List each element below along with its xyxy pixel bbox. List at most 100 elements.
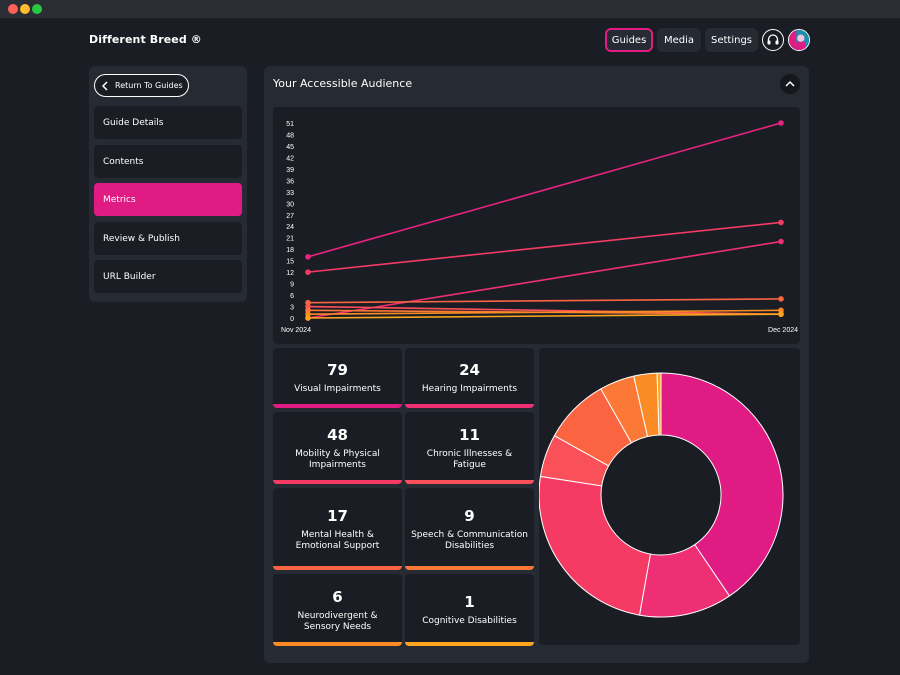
stat-value: 9: [464, 506, 475, 525]
stat-color-bar: [405, 566, 534, 570]
stat-color-bar: [405, 642, 534, 646]
x-tick-label: Nov 2024: [281, 327, 311, 334]
stat-label: Mobility & Physical Impairments: [295, 448, 380, 470]
data-point[interactable]: [778, 238, 784, 245]
stat-card-mental-health: 17 Mental Health & Emotional Support: [273, 488, 402, 570]
stat-label: Visual Impairments: [294, 384, 381, 394]
y-tick-label: 21: [286, 236, 294, 243]
series-line: [307, 313, 782, 319]
sidebar-item-label: Review & Publish: [103, 233, 180, 244]
y-tick-label: 39: [286, 167, 294, 174]
nav-media-button[interactable]: Media: [657, 28, 701, 52]
stat-value: 11: [459, 425, 480, 444]
sidebar-item-guide-details[interactable]: Guide Details: [94, 106, 242, 139]
chevron-left-icon: [101, 80, 108, 91]
data-point[interactable]: [778, 296, 784, 302]
stat-label: Hearing Impairments: [421, 384, 518, 394]
stat-value: 79: [327, 361, 348, 379]
stat-color-bar: [405, 404, 534, 408]
y-tick-label: 36: [286, 178, 294, 185]
y-tick-label: 51: [286, 121, 294, 128]
y-tick-label: 33: [286, 190, 294, 197]
sidebar-item-label: Guide Details: [103, 117, 164, 128]
y-tick-label: 45: [286, 144, 294, 151]
donut-chart-card: [538, 348, 800, 645]
avatar-image-icon: [789, 30, 809, 50]
stat-label: Neurodivergent & Sensory Needs: [297, 610, 378, 632]
stat-value: 1: [464, 593, 475, 611]
data-point[interactable]: [305, 299, 311, 306]
donut-slice[interactable]: [538, 475, 652, 616]
stat-label: Speech & Communication Disabilities: [411, 529, 528, 551]
stat-card-speech: 9 Speech & Communication Disabilities: [405, 488, 534, 570]
series-line: [307, 298, 782, 304]
return-to-guides-label: Return To Guides: [115, 81, 183, 90]
series-line: [307, 240, 782, 319]
support-button[interactable]: [762, 29, 784, 51]
y-tick-label: 3: [290, 305, 294, 312]
stat-value: 6: [332, 587, 343, 606]
data-point[interactable]: [778, 219, 784, 226]
line-chart-card: 0 3 6 9 12 15 18 21 24 27 30 33 36 39 42 45 48 51 Nov 2024…: [273, 107, 800, 344]
collapse-panel-button[interactable]: [780, 74, 800, 94]
stat-label: Chronic Illnesses & Fatigue: [426, 448, 513, 470]
y-tick-label: 9: [290, 282, 294, 289]
brand-logo[interactable]: Different Breed ®: [89, 33, 202, 46]
sidebar-item-url-builder[interactable]: URL Builder: [94, 260, 242, 293]
stat-color-bar: [273, 404, 402, 408]
donut-slice[interactable]: [660, 372, 784, 597]
sidebar-item-review-publish[interactable]: Review & Publish: [94, 222, 242, 255]
data-point[interactable]: [778, 120, 784, 126]
return-to-guides-button[interactable]: Return To Guides: [94, 74, 189, 97]
nav-media-label: Media: [663, 34, 695, 46]
window-titlebar: [0, 0, 900, 18]
stat-card-mobility: 48 Mobility & Physical Impairments: [273, 412, 402, 484]
sidebar-item-label: Contents: [103, 156, 144, 167]
y-tick-label: 24: [286, 224, 294, 231]
stat-value: 17: [327, 506, 348, 525]
stat-card-neurodivergent: 6 Neurodivergent & Sensory Needs: [273, 574, 402, 646]
y-tick-label: 0: [290, 316, 294, 323]
user-avatar[interactable]: [788, 29, 810, 51]
series-line: [307, 221, 782, 273]
data-point[interactable]: [305, 269, 311, 275]
stat-color-bar: [405, 480, 534, 484]
nav-guides-button[interactable]: Guides: [605, 28, 653, 52]
stat-color-bar: [273, 480, 402, 484]
sidebar-item-label: Metrics: [103, 194, 136, 205]
y-tick-label: 27: [286, 213, 294, 220]
guide-sidebar: Return To Guides Guide Details Contents …: [89, 66, 247, 302]
nav-guides-label: Guides: [611, 34, 647, 46]
stat-value: 48: [327, 425, 348, 444]
series-line: [307, 122, 782, 258]
nav-settings-button[interactable]: Settings: [705, 28, 758, 52]
y-tick-label: 18: [286, 247, 294, 254]
stat-value: 24: [459, 361, 480, 379]
close-window-button[interactable]: [8, 4, 18, 14]
series-line: [307, 309, 782, 315]
stat-card-visual: 79 Visual Impairments: [273, 348, 402, 408]
stat-card-hearing: 24 Hearing Impairments: [405, 348, 534, 408]
nav-settings-label: Settings: [710, 34, 752, 46]
y-tick-label: 30: [286, 201, 294, 208]
stat-card-chronic: 11 Chronic Illnesses & Fatigue: [405, 412, 534, 484]
maximize-window-button[interactable]: [32, 4, 42, 14]
headset-icon: [767, 34, 779, 45]
sidebar-item-contents[interactable]: Contents: [94, 145, 242, 178]
data-point[interactable]: [305, 254, 311, 260]
panel-title: Your Accessible Audience: [273, 77, 413, 90]
stat-label: Mental Health & Emotional Support: [295, 529, 380, 551]
y-tick-label: 42: [286, 155, 294, 162]
y-tick-label: 48: [286, 132, 294, 139]
donut-slice[interactable]: [656, 372, 662, 436]
stat-color-bar: [273, 566, 402, 570]
sidebar-item-metrics[interactable]: Metrics: [94, 183, 242, 216]
chevron-up-icon: [785, 80, 795, 87]
minimize-window-button[interactable]: [20, 4, 30, 14]
data-point[interactable]: [305, 315, 311, 321]
stat-card-cognitive: 1 Cognitive Disabilities: [405, 574, 534, 646]
data-point[interactable]: [778, 311, 784, 317]
y-tick-label: 15: [286, 259, 294, 266]
y-tick-label: 12: [286, 270, 294, 277]
